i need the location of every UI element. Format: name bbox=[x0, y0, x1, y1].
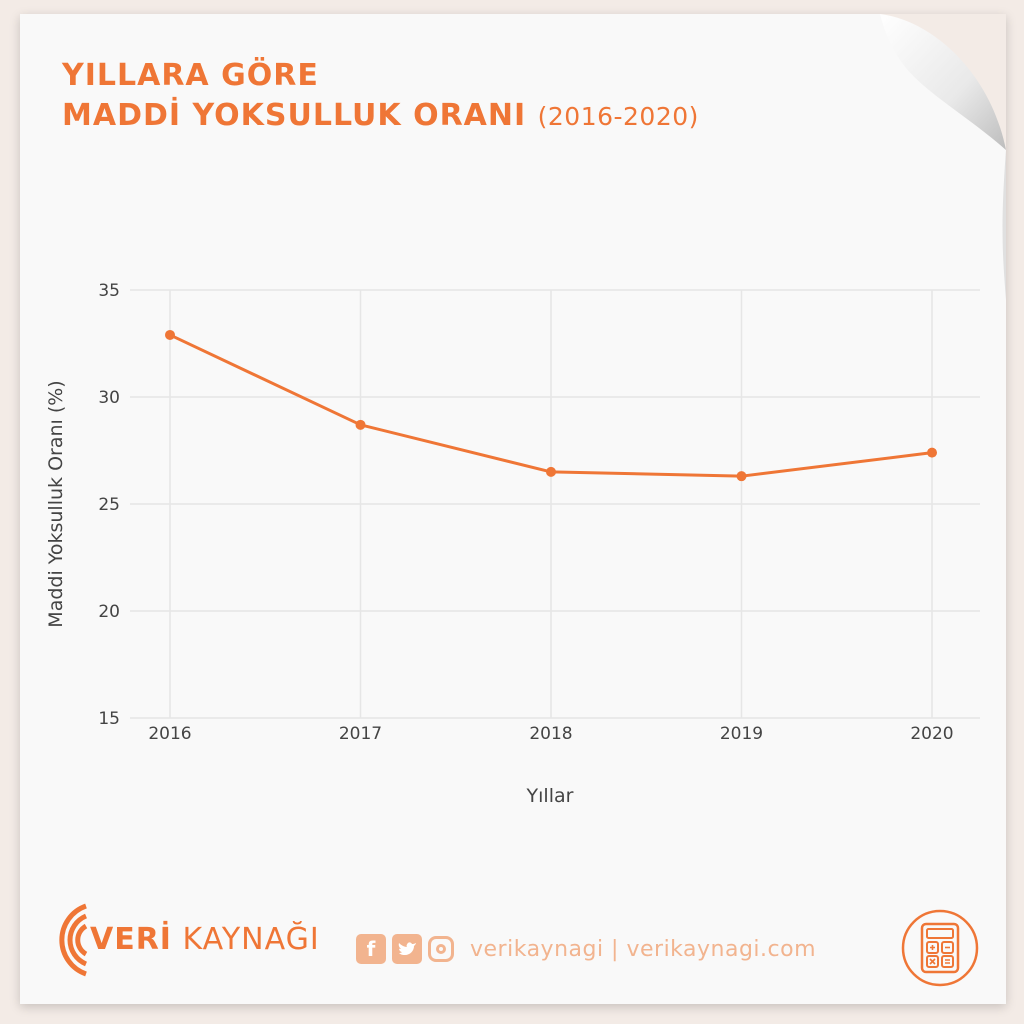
brand-arc-icon bbox=[59, 903, 88, 977]
title-line-1: YILLARA GÖRE bbox=[62, 58, 319, 93]
twitter-icon[interactable] bbox=[392, 934, 422, 964]
chart-title: YILLARA GÖRE MADDİ YOKSULLUK ORANI (2016… bbox=[62, 56, 699, 137]
y-tick-label: 35 bbox=[98, 281, 120, 301]
title-line-2: MADDİ YOKSULLUK ORANI (2016-2020) bbox=[62, 96, 699, 137]
brand-name: VERİ KAYNAĞI bbox=[90, 922, 320, 957]
social-bar: f verikaynagi | verikaynagi.com bbox=[356, 932, 816, 966]
y-axis-label: Maddi Yoksulluk Oranı (%) bbox=[45, 380, 67, 627]
series-line bbox=[165, 329, 937, 482]
instagram-icon[interactable] bbox=[428, 936, 454, 962]
x-tick-labels: 2016 2017 2018 2019 2020 bbox=[148, 724, 953, 744]
brand-logo: VERİ KAYNAĞI bbox=[40, 900, 319, 980]
x-tick-label: 2016 bbox=[148, 724, 191, 744]
brand-rest: KAYNAĞI bbox=[171, 922, 320, 957]
title-range: (2016-2020) bbox=[537, 102, 699, 131]
facebook-icon[interactable]: f bbox=[356, 934, 386, 964]
social-handles[interactable]: verikaynagi | verikaynagi.com bbox=[470, 936, 817, 962]
x-axis-label: Yıllar bbox=[526, 785, 574, 807]
y-tick-label: 25 bbox=[98, 495, 120, 515]
x-tick-label: 2019 bbox=[720, 724, 763, 744]
data-point bbox=[165, 329, 175, 340]
data-point bbox=[355, 419, 366, 430]
y-tick-label: 15 bbox=[98, 709, 120, 729]
grid-lines bbox=[130, 289, 980, 719]
brand-bold: VERİ bbox=[90, 922, 172, 957]
data-point bbox=[546, 466, 556, 477]
x-tick-label: 2017 bbox=[339, 724, 382, 744]
calculator-icon bbox=[901, 909, 979, 987]
title-main: MADDİ YOKSULLUK ORANI bbox=[62, 98, 527, 133]
y-tick-labels: 15 20 25 30 35 bbox=[98, 281, 120, 729]
data-point bbox=[927, 447, 937, 458]
x-tick-label: 2020 bbox=[910, 724, 953, 744]
paper-card bbox=[20, 14, 1006, 1004]
y-tick-label: 30 bbox=[98, 388, 120, 408]
x-tick-label: 2018 bbox=[529, 724, 572, 744]
y-tick-label: 20 bbox=[98, 602, 120, 622]
data-point bbox=[736, 471, 747, 482]
